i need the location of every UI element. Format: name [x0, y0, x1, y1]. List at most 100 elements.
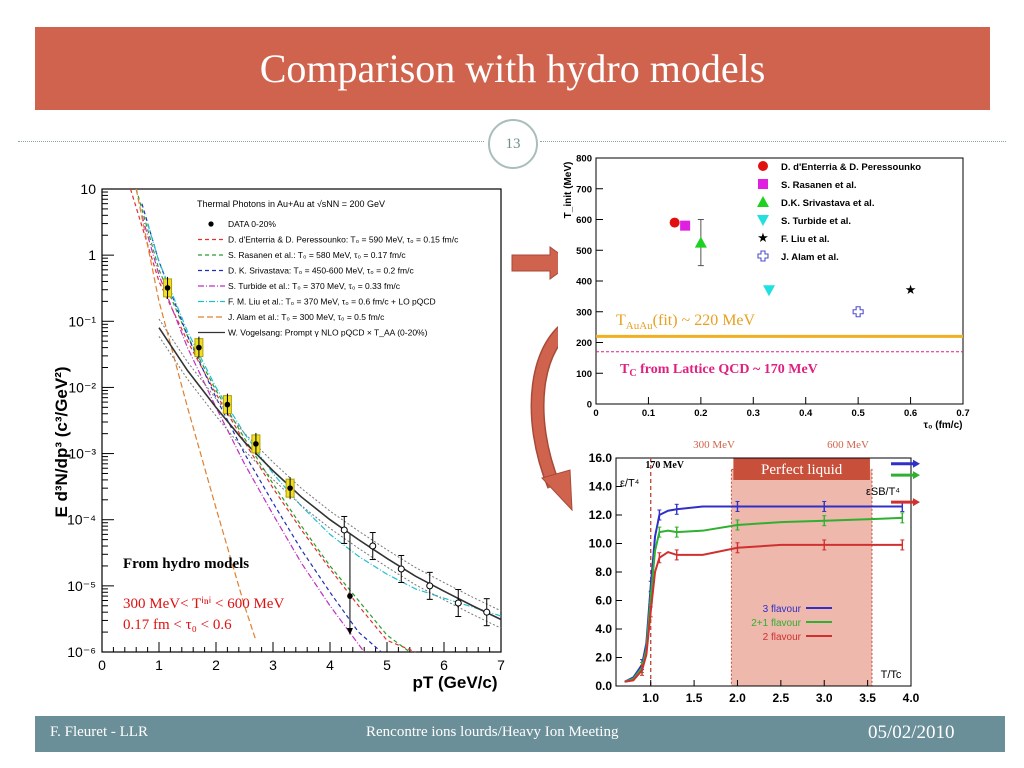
- x-tick-label: 5: [383, 657, 391, 673]
- y-axis-label: E d³N/dp³ (c³/GeV²): [52, 366, 71, 517]
- data-point: [164, 285, 171, 291]
- x-tick-label: 3.5: [859, 691, 876, 705]
- model-curve-3: [141, 203, 382, 653]
- x-axis-label: T/Tc: [881, 669, 902, 681]
- data-point-open: [454, 599, 462, 607]
- x-axis-label: pT (GeV/c): [412, 673, 497, 692]
- marker-triangle-up: [757, 196, 769, 207]
- tauau-line-label: TAuAu(fit) ~ 220 MeV: [616, 312, 756, 332]
- pqcd-band-edge: [158, 336, 502, 629]
- y-tick-label: 700: [576, 184, 592, 195]
- data-point-open: [483, 608, 491, 616]
- x-tick-label: 1: [155, 657, 163, 673]
- pqcd-band-edge: [158, 318, 502, 612]
- x-tick-label: 0: [98, 657, 106, 673]
- y-tick-label: 2.0: [595, 651, 612, 665]
- x-tick-label: 4: [326, 657, 334, 673]
- legend-entry: S. Turbide et al.: T₀ = 370 MeV, τ₀ = 0.…: [228, 281, 401, 291]
- y-tick-label: 300: [576, 307, 592, 318]
- model-curve-2: [135, 188, 411, 653]
- y-tick-label: 0: [587, 400, 592, 411]
- upper-limit-arrow: [346, 628, 353, 635]
- sb-limit-arrow: [913, 459, 920, 468]
- x-tick-label: 0.6: [904, 408, 917, 419]
- perfect-liquid-label-bg: [733, 458, 870, 480]
- y-tick-label: 400: [576, 277, 592, 288]
- slide-title: Comparison with hydro models: [259, 46, 766, 91]
- data-point: [347, 593, 353, 599]
- legend-entry: F. M. Liu et al.: T₀ = 370 MeV, τ₀ = 0.6…: [228, 297, 436, 307]
- marker-star: ★: [905, 282, 917, 297]
- y-tick-label: 10⁻⁶: [67, 644, 96, 660]
- tinit-vs-tau0-chart: 0 0.1 0.2 0.3 0.4 0.5 0.6 0.7 0 100 200 300 400 500 60…: [558, 148, 976, 432]
- legend-entry: S. Rasanen et al.: T₀ = 580 MeV, τ₀ = 0.…: [228, 250, 406, 260]
- x-tick-label: 0.7: [956, 408, 969, 419]
- y-tick-label: 10: [80, 181, 96, 197]
- eps-sb-label: εSB/T⁴: [866, 486, 900, 498]
- data-point: [224, 401, 231, 408]
- x-tick-label: 6: [440, 657, 448, 673]
- x-tick-label: 7: [497, 657, 505, 673]
- data-point: [253, 441, 259, 447]
- legend-entry: D. d'Enterria & D. Peressounko: [781, 162, 921, 173]
- legend-entry: J. Alam et al.: [781, 252, 839, 263]
- marker-circle: [669, 217, 680, 228]
- y-tick-label: 10⁻³: [68, 446, 96, 462]
- y-tick-label: 16.0: [589, 451, 613, 465]
- y-tick-label: 10⁻⁵: [67, 578, 96, 594]
- data-point-open: [397, 565, 405, 573]
- t-range-label: 300 MeV< Tⁱⁿⁱ < 600 MeV: [123, 596, 284, 612]
- legend-entry: 3 flavour: [763, 604, 802, 615]
- model-curve-1: [129, 188, 416, 653]
- y-tick-label: 0.0: [595, 679, 612, 693]
- divider-right: [540, 141, 1006, 142]
- marker-open-cross: [757, 250, 769, 262]
- y-tick-label: 10⁻⁴: [67, 512, 96, 528]
- x-tick-label: 0.5: [852, 408, 866, 419]
- data-point: [196, 344, 202, 351]
- marker-square: [758, 179, 768, 189]
- x-tick-label: 2: [212, 657, 220, 673]
- legend-entry: S. Rasanen et al.: [781, 180, 857, 191]
- sb-limit-arrow: [913, 498, 920, 507]
- y-tick-label: 4.0: [595, 622, 612, 636]
- x-tick-label: 0.2: [694, 408, 707, 419]
- data-point-open: [369, 542, 377, 550]
- mev170-label: 170 MeV: [645, 460, 684, 471]
- y-tick-label: 10⁻²: [68, 379, 96, 395]
- y-tick-label: 500: [576, 246, 592, 257]
- footer-author: F. Fleuret - LLR: [50, 724, 148, 740]
- marker-circle: [758, 161, 768, 171]
- footer-meeting: Rencontre ions lourds/Heavy Ion Meeting: [366, 724, 619, 740]
- legend-entry: 2+1 flavour: [751, 618, 801, 629]
- x-tick-label: 1.5: [686, 691, 703, 705]
- x-tick-label: 1.0: [642, 691, 659, 705]
- y-tick-label: 10⁻¹: [68, 313, 96, 329]
- x-tick-label: 0.1: [642, 408, 656, 419]
- photon-chart-legend: Thermal Photons in Au+Au at √sNN = 200 G…: [197, 199, 459, 338]
- model-curve-6: [135, 188, 257, 641]
- from-hydro-label: From hydro models: [123, 556, 249, 572]
- y-axis-label: T_init (MeV): [563, 162, 574, 219]
- data-point: [287, 485, 293, 491]
- energy-density-chart: Perfect liquid 170 MeV 1.0 1.5 2.0 2.5 3.0 3.5 4…: [578, 436, 923, 712]
- x-tick-label: 2.5: [773, 691, 790, 705]
- x-tick-label: 0.4: [799, 408, 813, 419]
- marker-star: ★: [757, 230, 769, 245]
- slide-number: 13: [505, 136, 521, 152]
- slide-number-badge: 13: [488, 119, 538, 169]
- eps-label: ε/T⁴: [620, 478, 640, 490]
- legend-marker: [208, 221, 214, 227]
- y-tick-label: 10.0: [589, 537, 613, 551]
- y-tick-label: 800: [576, 154, 592, 165]
- x-axis-label: τ₀ (fm/c): [924, 420, 963, 431]
- tc-line-label: TC from Lattice QCD ~ 170 MeV: [620, 362, 818, 379]
- perfect-liquid-label: Perfect liquid: [761, 462, 843, 478]
- legend-entry: W. Vogelsang: Prompt γ NLO pQCD × T_AA (…: [228, 328, 428, 338]
- y-tick-label: 200: [576, 338, 592, 349]
- marker-triangle-up: [694, 236, 707, 248]
- title-bar: Comparison with hydro models: [35, 27, 990, 110]
- y-tick-label: 100: [576, 369, 592, 380]
- model-curve-5: [147, 223, 502, 617]
- photon-spectrum-chart: 0 1 2 3 4 5 6 7 10⁻⁶ 10⁻⁵ 10⁻⁴ 10⁻³ 10⁻² 10⁻¹ 1 10 Ther…: [35, 177, 511, 697]
